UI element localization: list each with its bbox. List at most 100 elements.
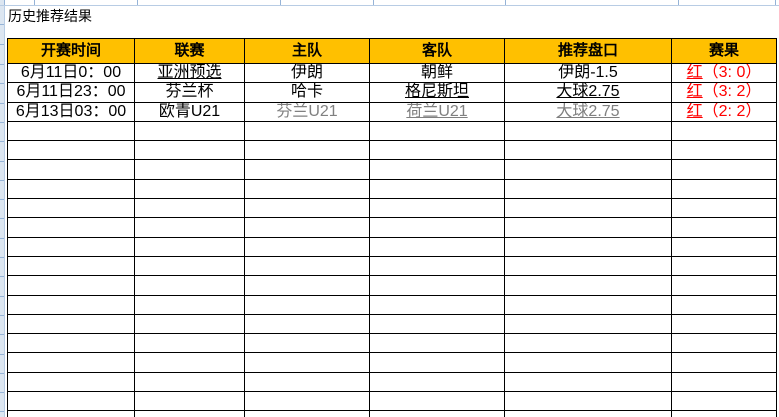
cell-empty[interactable] [504,352,672,373]
cell-empty[interactable] [134,333,245,354]
cell-empty[interactable] [504,159,672,180]
cell-empty[interactable] [504,236,672,257]
cell-empty[interactable] [671,236,777,257]
header-home-team[interactable]: 主队 [244,38,370,64]
cell-empty[interactable] [134,140,245,161]
cell-empty[interactable] [7,371,135,393]
cell-empty[interactable] [244,313,370,335]
cell-empty[interactable] [244,391,370,412]
cell-empty[interactable] [7,410,135,417]
cell-result[interactable]: 红（3: 2） [671,82,777,103]
header-away-team[interactable]: 客队 [369,38,505,64]
cell-kickoff-time[interactable]: 6月11日0：00 [7,62,135,84]
cell-empty[interactable] [369,294,505,315]
cell-league[interactable]: 亚洲预选 [134,62,245,84]
cell-empty[interactable] [671,333,777,354]
cell-empty[interactable] [134,159,245,180]
cell-empty[interactable] [369,140,505,161]
cell-empty[interactable] [504,120,672,142]
cell-empty[interactable] [134,255,245,277]
cell-recommended-handicap[interactable]: 伊朗-1.5 [504,62,672,84]
cell-empty[interactable] [134,391,245,412]
cell-empty[interactable] [7,352,135,373]
cell-empty[interactable] [134,217,245,238]
cell-home-team[interactable]: 芬兰U21 [244,101,370,122]
cell-empty[interactable] [244,255,370,277]
cell-empty[interactable] [504,410,672,417]
cell-empty[interactable] [244,275,370,296]
cell-empty[interactable] [7,120,135,142]
cell-empty[interactable] [244,294,370,315]
cell-empty[interactable] [369,391,505,412]
cell-result[interactable]: 红（2: 2） [671,101,777,122]
cell-empty[interactable] [369,275,505,296]
cell-away-team[interactable]: 荷兰U21 [369,101,505,122]
cell-empty[interactable] [244,198,370,219]
cell-empty[interactable] [671,120,777,142]
cell-empty[interactable] [671,178,777,200]
cell-empty[interactable] [7,333,135,354]
cell-empty[interactable] [7,159,135,180]
header-result[interactable]: 赛果 [671,38,777,64]
cell-empty[interactable] [244,352,370,373]
cell-empty[interactable] [671,255,777,277]
header-recommended-handicap[interactable]: 推荐盘口 [504,38,672,64]
cell-empty[interactable] [244,159,370,180]
cell-empty[interactable] [504,294,672,315]
cell-empty[interactable] [671,140,777,161]
cell-empty[interactable] [134,120,245,142]
cell-empty[interactable] [504,178,672,200]
cell-empty[interactable] [504,255,672,277]
cell-empty[interactable] [504,217,672,238]
cell-empty[interactable] [7,255,135,277]
cell-empty[interactable] [504,198,672,219]
cell-empty[interactable] [671,371,777,393]
cell-empty[interactable] [369,120,505,142]
cell-home-team[interactable]: 伊朗 [244,62,370,84]
cell-empty[interactable] [369,159,505,180]
cell-empty[interactable] [7,391,135,412]
cell-empty[interactable] [671,275,777,296]
cell-empty[interactable] [369,255,505,277]
cell-empty[interactable] [504,275,672,296]
cell-recommended-handicap[interactable]: 大球2.75 [504,101,672,122]
cell-empty[interactable] [369,410,505,417]
cell-empty[interactable] [504,313,672,335]
cell-empty[interactable] [671,217,777,238]
cell-empty[interactable] [671,352,777,373]
cell-empty[interactable] [369,217,505,238]
cell-empty[interactable] [134,236,245,257]
cell-away-team[interactable]: 格尼斯坦 [369,82,505,103]
cell-empty[interactable] [369,352,505,373]
cell-empty[interactable] [671,313,777,335]
cell-empty[interactable] [369,236,505,257]
cell-empty[interactable] [369,333,505,354]
cell-empty[interactable] [244,140,370,161]
cell-league[interactable]: 芬兰杯 [134,82,245,103]
cell-empty[interactable] [369,313,505,335]
cell-league[interactable]: 欧青U21 [134,101,245,122]
cell-result[interactable]: 红（3: 0） [671,62,777,84]
cell-empty[interactable] [134,410,245,417]
cell-empty[interactable] [504,333,672,354]
cell-empty[interactable] [244,217,370,238]
cell-empty[interactable] [134,178,245,200]
cell-empty[interactable] [369,371,505,393]
cell-empty[interactable] [244,371,370,393]
header-kickoff-time[interactable]: 开赛时间 [7,38,135,64]
cell-empty[interactable] [369,178,505,200]
cell-empty[interactable] [134,352,245,373]
cell-empty[interactable] [671,294,777,315]
cell-empty[interactable] [504,371,672,393]
cell-empty[interactable] [7,178,135,200]
cell-empty[interactable] [7,198,135,219]
cell-empty[interactable] [7,140,135,161]
cell-empty[interactable] [7,275,135,296]
cell-empty[interactable] [244,178,370,200]
cell-empty[interactable] [134,294,245,315]
cell-empty[interactable] [7,313,135,335]
cell-kickoff-time[interactable]: 6月11日23：00 [7,82,135,103]
cell-empty[interactable] [671,159,777,180]
cell-empty[interactable] [244,236,370,257]
cell-empty[interactable] [134,371,245,393]
